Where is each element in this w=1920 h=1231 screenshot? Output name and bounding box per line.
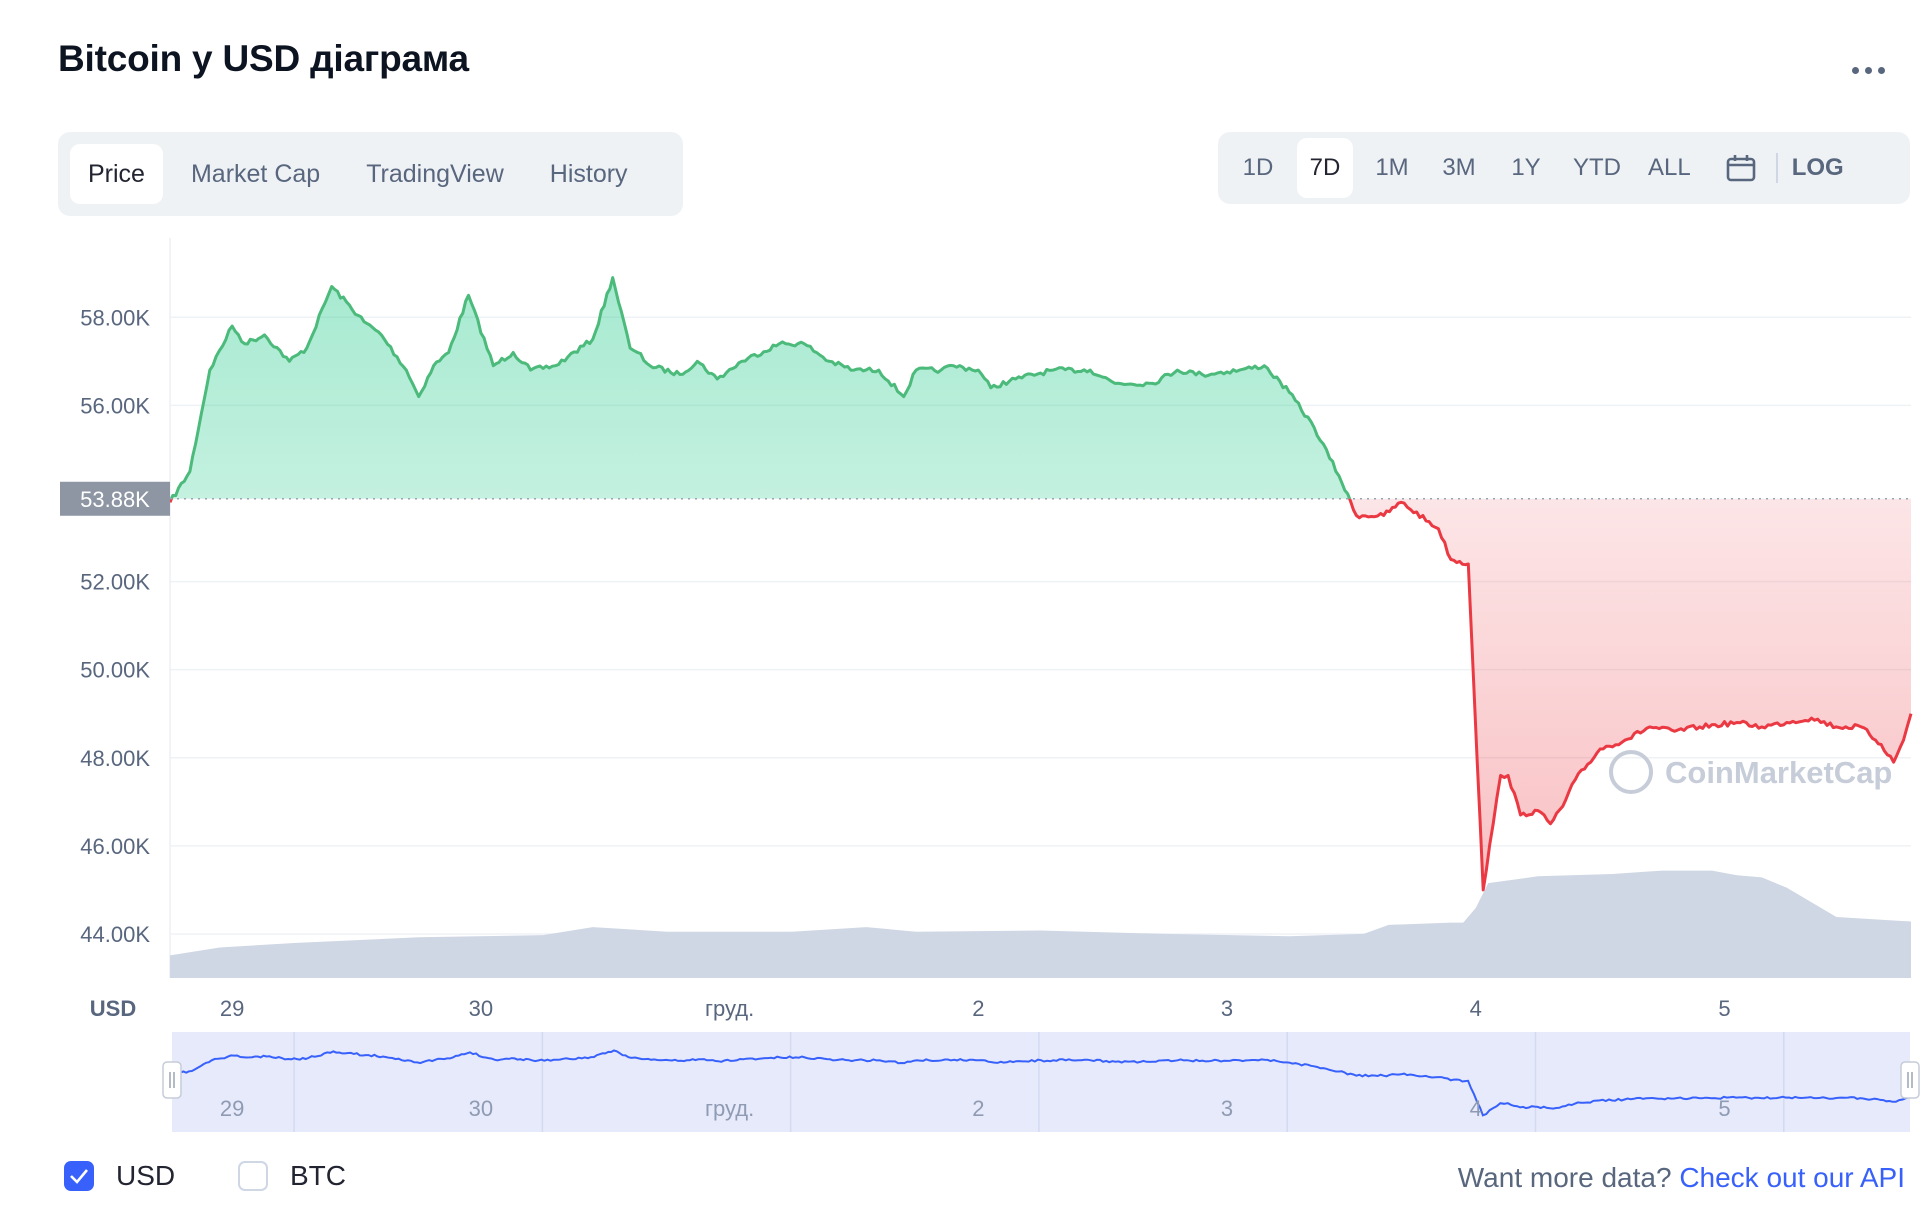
time-range-selector: 1D 7D 1M 3M 1Y YTD ALL LOG bbox=[1218, 132, 1910, 204]
loss-fill bbox=[170, 498, 1911, 890]
navigator-right-handle bbox=[1900, 1061, 1920, 1099]
navigator-window bbox=[172, 1032, 1910, 1132]
y-tick-label: 46.00K bbox=[80, 834, 150, 859]
currency-axis-label: USD bbox=[90, 996, 136, 1021]
y-tick-label: 44.00K bbox=[80, 922, 150, 947]
reference-line: 53.88K bbox=[60, 481, 1911, 516]
x-tick-label: груд. bbox=[705, 996, 754, 1021]
btc-label: BTC bbox=[290, 1160, 346, 1191]
price-chart: 53.88K 44.00K 46.00K 48.00K 50.00K 52.00K 56.… bbox=[60, 238, 1920, 1132]
log-scale-toggle[interactable]: LOG bbox=[1791, 154, 1844, 181]
usd-checkbox[interactable] bbox=[64, 1161, 94, 1191]
volume-area bbox=[170, 870, 1911, 978]
btc-toggle[interactable]: BTC bbox=[238, 1160, 346, 1192]
watermark-text: CoinMarketCap bbox=[1665, 755, 1892, 790]
reference-badge bbox=[60, 481, 170, 516]
gain-fill bbox=[171, 277, 1350, 499]
range-all[interactable]: ALL bbox=[1648, 154, 1691, 181]
range-1d[interactable]: 1D bbox=[1242, 154, 1274, 181]
tab-history[interactable]: History bbox=[549, 159, 628, 188]
x-tick-label: 4 bbox=[1470, 996, 1482, 1021]
navigator-left-handle bbox=[162, 1061, 182, 1099]
x-tick-label: 29 bbox=[220, 996, 244, 1021]
y-tick-label: 48.00K bbox=[80, 746, 150, 771]
tab-market-cap[interactable]: Market Cap bbox=[190, 159, 321, 188]
y-axis: 44.00K 46.00K 48.00K 50.00K 52.00K 56.00K 58.0… bbox=[80, 305, 150, 947]
api-link[interactable]: Check out our API bbox=[1679, 1162, 1905, 1193]
x-tick-label: 2 bbox=[972, 996, 984, 1021]
tab-tradingview[interactable]: TradingView bbox=[366, 159, 504, 188]
x-tick-label: 5 bbox=[1718, 996, 1730, 1021]
y-tick-label: 56.00K bbox=[80, 393, 150, 418]
navigator-tick-label: 3 bbox=[1221, 1096, 1233, 1121]
range-1y[interactable]: 1Y bbox=[1511, 154, 1541, 181]
tab-price[interactable]: Price bbox=[70, 144, 163, 204]
usd-label: USD bbox=[116, 1160, 176, 1191]
api-text: Want more data? bbox=[1457, 1162, 1672, 1193]
calendar-icon[interactable] bbox=[1716, 138, 1766, 198]
usd-toggle[interactable]: USD bbox=[64, 1160, 175, 1192]
x-tick-label: 3 bbox=[1221, 996, 1233, 1021]
x-tick-label: 30 bbox=[469, 996, 493, 1021]
navigator-tick-label: груд. bbox=[705, 1096, 754, 1121]
chart-tabs: Price Market Cap TradingView History bbox=[58, 132, 683, 216]
navigator-tick-label: 29 bbox=[220, 1096, 244, 1121]
more-options-icon[interactable] bbox=[1846, 60, 1890, 80]
navigator-tick-label: 4 bbox=[1470, 1096, 1482, 1121]
range-ytd[interactable]: YTD bbox=[1573, 154, 1621, 181]
navigator-tick-label: 30 bbox=[469, 1096, 493, 1121]
range-navigator[interactable]: 29 30 груд. 2 3 4 5 bbox=[162, 1032, 1920, 1132]
price-line bbox=[168, 276, 1913, 892]
page-title: Bitcoin у USD діаграма bbox=[58, 38, 469, 79]
range-3m[interactable]: 3M bbox=[1442, 154, 1476, 181]
price-line-up bbox=[169, 276, 1352, 499]
api-promo: Want more data? Check out our API bbox=[1458, 1162, 1905, 1194]
price-fill bbox=[170, 277, 1911, 890]
navigator-tick-label: 5 bbox=[1718, 1096, 1730, 1121]
price-line-down bbox=[168, 498, 1913, 892]
btc-checkbox[interactable] bbox=[238, 1161, 268, 1191]
range-7d[interactable]: 7D bbox=[1297, 138, 1353, 198]
y-tick-label: 50.00K bbox=[80, 658, 150, 683]
range-divider bbox=[1775, 153, 1778, 183]
navigator-tick-label: 2 bbox=[972, 1096, 984, 1121]
y-tick-label: 58.00K bbox=[80, 305, 150, 330]
y-tick-label: 52.00K bbox=[80, 570, 150, 595]
volume-series bbox=[170, 870, 1911, 978]
coinmarketcap-logo-icon bbox=[1609, 750, 1653, 794]
watermark: CoinMarketCap bbox=[1609, 750, 1892, 794]
range-1m[interactable]: 1M bbox=[1375, 154, 1409, 181]
check-icon bbox=[70, 1169, 88, 1184]
reference-label: 53.88K bbox=[80, 487, 150, 512]
navigator-series bbox=[171, 1049, 1911, 1117]
x-axis: USD 29 30 груд. 2 3 4 5 bbox=[90, 996, 1731, 1021]
